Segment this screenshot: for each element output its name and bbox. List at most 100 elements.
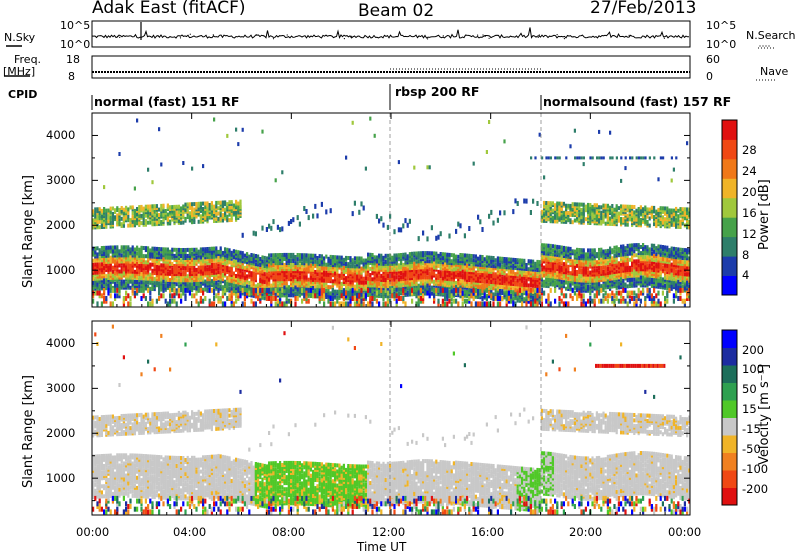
power-cell [495,289,497,293]
power-cell [466,264,468,268]
power-cell [99,207,101,211]
power-cell [492,264,494,268]
power-cell [415,252,417,256]
power-cell [376,291,378,296]
power-cell [187,208,189,212]
power-cell [246,284,248,288]
power-cell [539,260,541,264]
power-cell [215,263,217,267]
power-cell [193,202,195,206]
power-cell [103,223,105,227]
power-cell [138,248,140,252]
power-cell [288,293,290,297]
power-cell [433,258,435,262]
power-cell [499,296,501,301]
power-cell [228,213,230,217]
power-cell [336,255,338,259]
power-cell [534,272,536,276]
power-cell [242,251,244,255]
power-cell [233,284,235,288]
power-cell [440,292,442,296]
power-cell [369,253,371,257]
power-cell [136,262,138,266]
power-cell [191,208,193,212]
power-cell [521,259,523,263]
power-cell [448,253,450,257]
power-cell [407,291,409,295]
power-cell [512,291,514,296]
power-cell [387,280,389,284]
power-cell [118,221,120,225]
power-cell [272,253,274,257]
power-cell [490,256,492,260]
power-cell [330,291,332,295]
power-cell [182,270,184,274]
power-cell [547,282,549,286]
power-cell [103,207,105,211]
power-cell [321,202,323,207]
power-cell [451,253,453,257]
power-cell [213,301,215,306]
power-cell [418,274,420,278]
nsearch-dot [482,34,483,35]
power-cell [325,271,327,275]
power-cell [303,253,305,257]
power-cell [554,245,556,249]
power-cell [237,205,239,209]
power-cell [316,260,318,264]
power-cell [297,296,299,301]
power-cell [343,266,345,270]
power-cell [499,301,501,306]
power-cell [242,128,244,132]
power-cell [332,288,334,293]
power-cell [116,288,118,293]
power-cell [519,275,521,279]
power-cell [325,263,327,267]
power-cell [107,214,109,218]
power-cell [143,221,145,225]
power-cell [189,248,191,252]
power-cell [536,301,538,306]
power-cell [347,290,349,294]
power-cell [297,253,299,257]
power-cell [151,221,153,225]
power-cell [519,288,521,293]
power-cell [233,276,235,280]
power-cell [231,200,233,204]
power-cell [184,217,186,221]
power-cell [343,301,345,306]
power-cell [528,267,530,271]
power-cell [407,223,409,228]
power-cell [528,259,530,263]
power-cell [413,288,415,292]
power-cell [222,204,224,208]
power-cell [499,257,501,261]
power-cell [468,226,470,231]
power-cell [204,247,206,251]
power-cell [294,296,296,301]
power-cell [176,212,178,216]
power-cell [440,278,442,282]
power-cell [314,288,316,292]
power-cell [235,211,237,215]
power-cell [294,279,296,283]
power-cell [398,282,400,286]
power-cell [270,272,272,276]
power-cell [451,285,453,289]
power-cell [140,288,142,293]
power-cell [356,283,358,287]
nsearch-dot [573,36,574,37]
power-cell [323,288,325,293]
power-cell [525,291,527,296]
power-cell [257,255,259,259]
power-cell [437,235,439,240]
power-cell [266,273,268,277]
power-cell [116,206,118,210]
power-cell [512,270,514,274]
power-cell [162,288,164,293]
power-cell [481,288,483,293]
power-cell [255,231,257,236]
power-cell [125,296,127,301]
power-cell [107,288,109,293]
power-cell [222,219,224,223]
